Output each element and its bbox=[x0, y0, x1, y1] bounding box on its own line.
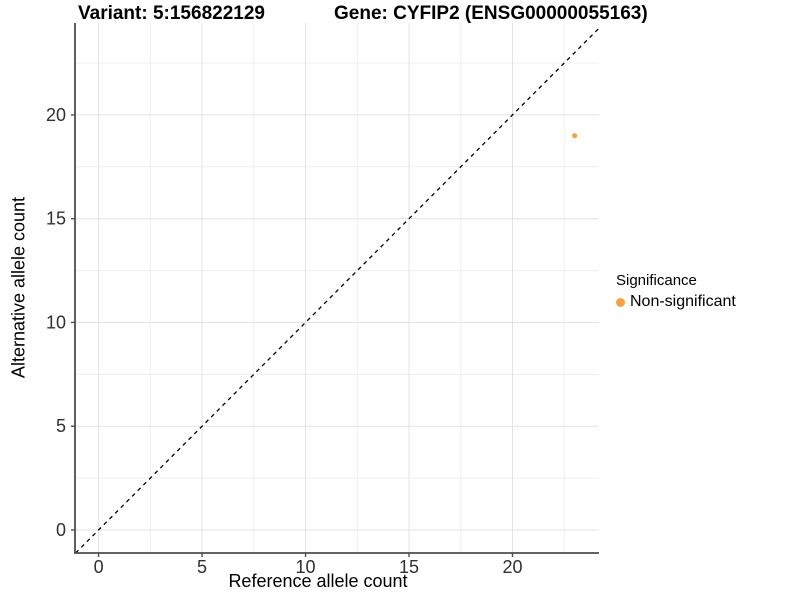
legend-point-icon bbox=[616, 297, 625, 307]
x-tick-label: 0 bbox=[94, 557, 104, 577]
minor-gridlines bbox=[75, 23, 599, 553]
x-tick-label: 15 bbox=[399, 557, 419, 577]
legend-item-label: Non-significant bbox=[630, 293, 736, 310]
variant-title: Variant: 5:156822129 bbox=[78, 3, 265, 24]
legend-item-non-significant: Non-significant bbox=[616, 293, 736, 311]
y-axis-title: Alternative allele count bbox=[8, 196, 29, 379]
y-tick-label: 0 bbox=[56, 520, 66, 540]
data-points bbox=[571, 133, 578, 139]
y-tick-label: 10 bbox=[46, 312, 66, 332]
x-tick-label: 5 bbox=[197, 557, 207, 577]
x-tick-label: 10 bbox=[296, 557, 316, 577]
x-axis-title: Reference allele count bbox=[228, 571, 408, 591]
axis-tick-marks bbox=[71, 114, 514, 557]
scatter-point bbox=[571, 133, 578, 139]
gene-title: Gene: CYFIP2 (ENSG00000055163) bbox=[334, 3, 648, 24]
axis-lines bbox=[74, 23, 599, 554]
axis-tick-labels: 0 5 10 15 20 0 5 10 15 20 bbox=[46, 105, 523, 577]
legend: Significance Non-significant bbox=[616, 272, 736, 311]
identity-line bbox=[75, 27, 600, 554]
x-tick-label: 20 bbox=[502, 557, 522, 577]
major-gridlines bbox=[75, 23, 599, 553]
y-tick-label: 5 bbox=[56, 416, 66, 436]
y-tick-label: 15 bbox=[46, 209, 66, 229]
legend-title: Significance bbox=[616, 272, 697, 289]
identity-dashed-line bbox=[75, 27, 600, 554]
y-tick-label: 20 bbox=[46, 105, 66, 125]
